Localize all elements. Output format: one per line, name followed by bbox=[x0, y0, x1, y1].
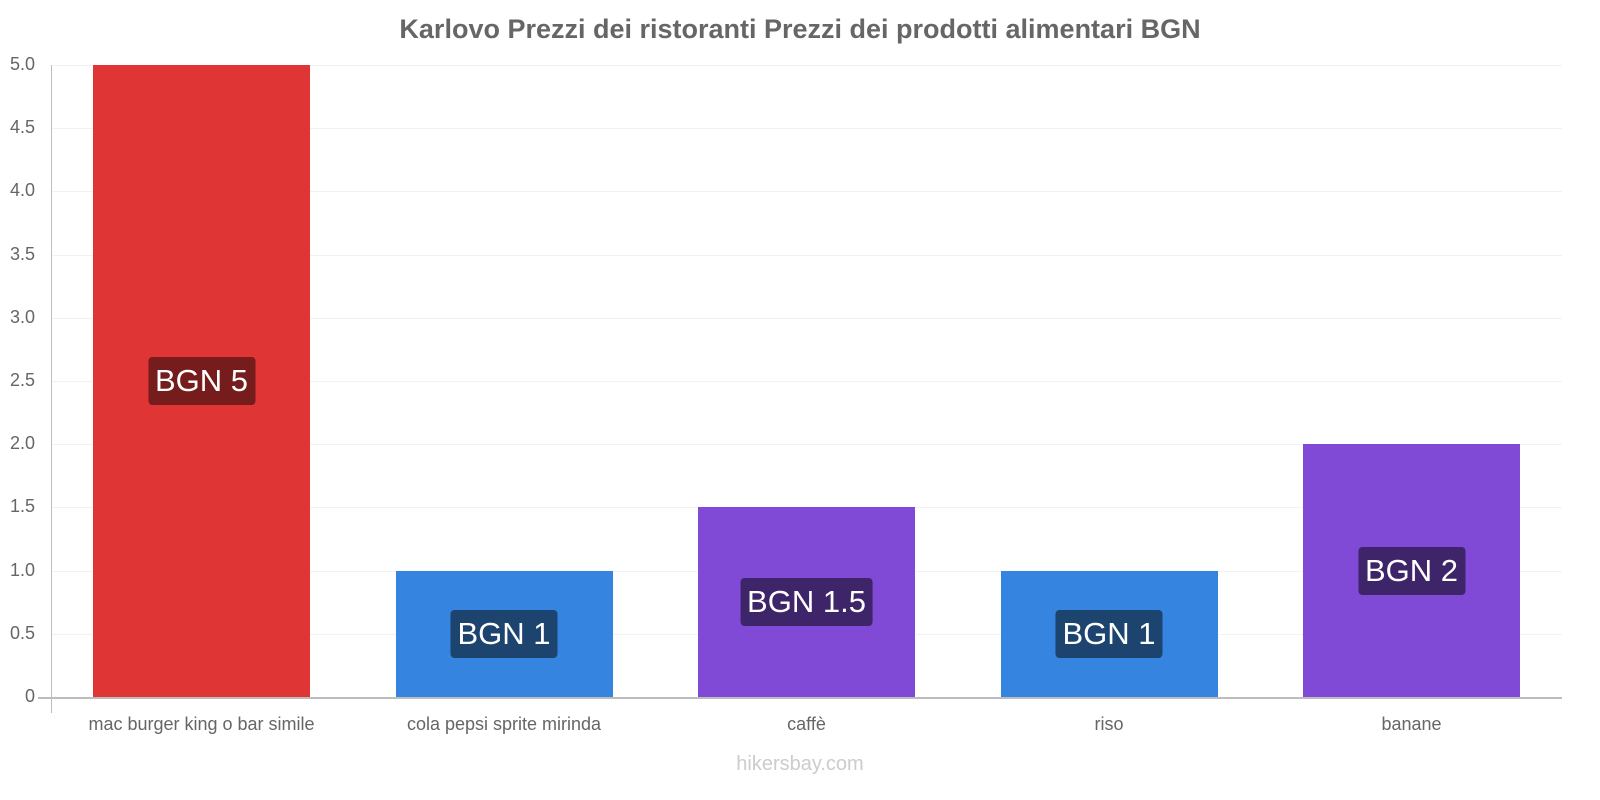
gridline bbox=[51, 65, 1562, 66]
bar-value-label: BGN 1 bbox=[450, 609, 558, 658]
y-tick-label: 1.5 bbox=[9, 496, 35, 517]
bar-value-label: BGN 1.5 bbox=[740, 578, 873, 627]
gridline bbox=[51, 128, 1562, 130]
x-tick-label: mac burger king o bar simile bbox=[88, 714, 315, 734]
y-tick-label: 3.5 bbox=[9, 243, 35, 264]
x-axis-line bbox=[38, 697, 1562, 699]
gridline bbox=[51, 444, 1562, 446]
bar-value-label: BGN 1 bbox=[1055, 609, 1163, 658]
x-tick-label: banane bbox=[1381, 714, 1442, 734]
x-tick-label: cola pepsi sprite mirinda bbox=[406, 714, 602, 734]
y-tick-label: 5.0 bbox=[9, 54, 35, 74]
bar-value-label: BGN 5 bbox=[147, 357, 256, 405]
footer-watermark: hikersbay.com bbox=[736, 753, 864, 775]
y-tick-label: 3.0 bbox=[9, 306, 35, 327]
y-tick-label: 2.0 bbox=[9, 433, 35, 454]
y-tick-label: 1.0 bbox=[9, 559, 35, 580]
gridline bbox=[51, 191, 1562, 193]
bar-value-label: BGN 2 bbox=[1357, 546, 1466, 595]
x-tick-label: caffè bbox=[787, 714, 826, 734]
y-tick-label: 0.5 bbox=[9, 622, 35, 643]
chart-title: Karlovo Prezzi dei ristoranti Prezzi dei… bbox=[399, 14, 1201, 44]
y-tick-label: 4.5 bbox=[9, 117, 35, 138]
x-tick-label: riso bbox=[1094, 714, 1124, 734]
y-tick-label: 2.5 bbox=[9, 370, 35, 390]
y-tick-label: 4.0 bbox=[9, 180, 35, 201]
gridline bbox=[51, 254, 1562, 256]
y-tick-label: 0 bbox=[24, 686, 35, 706]
gridline bbox=[51, 317, 1562, 319]
plot-area: BGN 5 BGN 1 BGN 1.5 BGN 1 BGN 2 bbox=[51, 65, 1562, 697]
y-axis-line bbox=[51, 65, 52, 713]
gridline bbox=[51, 381, 1562, 382]
